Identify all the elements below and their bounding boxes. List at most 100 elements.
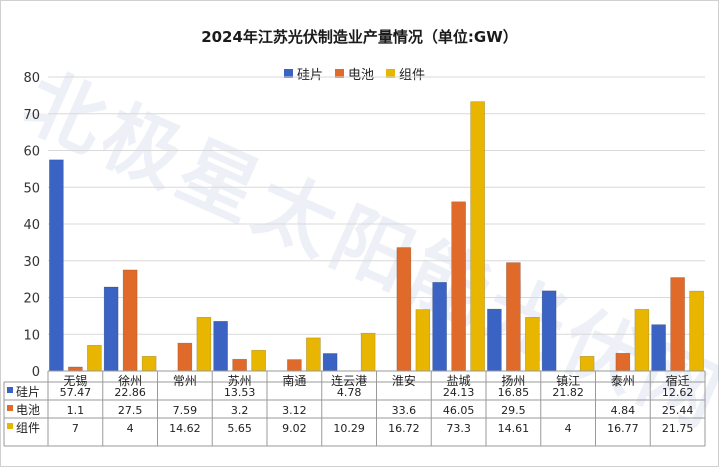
bar: [506, 262, 521, 372]
chart-title: 2024年江苏光伏制造业产量情况（单位:GW）: [201, 28, 518, 46]
table-row-label: 电池: [16, 403, 40, 417]
legend: 硅片 电池 组件: [284, 64, 425, 83]
data-label: 16.85: [498, 386, 530, 399]
bar: [470, 101, 485, 372]
y-tick-label: 10: [23, 328, 40, 343]
bar: [651, 324, 666, 372]
bar: [360, 332, 376, 372]
data-label: 57.47: [60, 386, 92, 399]
data-label: 16.77: [607, 422, 639, 435]
bar: [432, 282, 447, 372]
y-tick-label: 30: [23, 255, 40, 270]
data-label: 73.3: [446, 422, 471, 435]
bar: [196, 316, 212, 372]
data-label: 46.05: [443, 404, 475, 417]
data-label: 14.61: [498, 422, 530, 435]
data-label: 4.78: [337, 386, 362, 399]
legend-label: 组件: [399, 68, 426, 83]
bar: [487, 308, 502, 372]
data-label: 21.75: [662, 422, 694, 435]
data-label: 14.62: [169, 422, 201, 435]
bar: [525, 317, 540, 372]
bar: [322, 353, 338, 372]
bar: [306, 337, 321, 372]
bar: [287, 359, 302, 372]
bar: [415, 309, 431, 372]
data-label: 1.1: [67, 404, 85, 417]
legend-label: 硅片: [297, 68, 324, 83]
data-label: 13.53: [224, 386, 256, 399]
data-label: 3.2: [231, 404, 249, 417]
table-legend-key: [7, 405, 13, 411]
bar: [213, 320, 228, 372]
data-label: 33.6: [392, 404, 417, 417]
legend-item-wafer: 硅片: [284, 64, 323, 83]
bar: [122, 269, 138, 372]
bar: [451, 201, 466, 372]
data-label: 9.02: [282, 422, 307, 435]
category-label: 常州: [173, 374, 197, 388]
category-label: 淮安: [392, 373, 416, 388]
y-tick-label: 60: [23, 145, 40, 160]
data-label: 29.5: [501, 404, 526, 417]
table-row-label: 硅片: [16, 385, 40, 399]
category-label: 苏州: [228, 374, 252, 388]
category-label: 徐州: [118, 373, 142, 388]
table-row-label: 组件: [16, 421, 40, 435]
y-tick-label: 40: [23, 218, 40, 233]
category-label: 镇江: [556, 374, 580, 388]
data-label: 27.5: [118, 404, 143, 417]
data-label: 7.59: [173, 404, 198, 417]
data-label: 25.44: [662, 404, 694, 417]
data-label: 24.13: [443, 386, 475, 399]
bar: [615, 352, 631, 372]
bar: [232, 358, 247, 372]
bar: [68, 366, 83, 372]
category-label: 连云港: [331, 373, 367, 388]
data-label: 22.86: [114, 386, 146, 399]
bar: [251, 349, 266, 372]
bar: [689, 290, 704, 372]
data-label: 4.84: [611, 404, 636, 417]
y-tick-label: 0: [32, 365, 40, 380]
category-label: 盐城: [447, 374, 471, 388]
y-tick-label: 70: [23, 108, 40, 123]
data-label: 3.12: [282, 404, 307, 417]
category-label: 宿迁: [666, 373, 690, 388]
bar: [634, 309, 650, 372]
bar: [541, 290, 557, 372]
category-label: 扬州: [501, 373, 525, 388]
category-label: 泰州: [611, 374, 635, 388]
y-tick-label: 80: [23, 71, 40, 86]
data-label: 7: [72, 422, 79, 435]
bar: [49, 159, 64, 372]
bar: [670, 277, 685, 372]
legend-item-module: 组件: [386, 64, 425, 83]
table-legend-key: [7, 387, 13, 393]
table-legend-key: [7, 423, 13, 429]
legend-swatch: [335, 69, 345, 78]
data-label: 4: [127, 422, 134, 435]
category-label: 无锡: [63, 373, 87, 388]
legend-label: 电池: [348, 68, 375, 83]
legend-item-cell: 电池: [335, 64, 374, 83]
y-tick-label: 50: [23, 181, 40, 196]
bar: [177, 342, 193, 372]
data-label: 5.65: [227, 422, 252, 435]
data-label: 10.29: [333, 422, 365, 435]
data-label: 21.82: [552, 386, 584, 399]
data-label: 4: [565, 422, 572, 435]
data-label: 16.72: [388, 422, 420, 435]
bar: [87, 344, 102, 372]
bar: [579, 355, 595, 372]
legend-swatch: [284, 69, 293, 78]
bar: [396, 247, 412, 372]
y-tick-label: 20: [23, 292, 40, 307]
legend-swatch: [386, 69, 396, 78]
bar: [103, 286, 119, 372]
bar: [141, 355, 157, 372]
data-label: 12.62: [662, 386, 694, 399]
category-label: 南通: [282, 373, 306, 388]
